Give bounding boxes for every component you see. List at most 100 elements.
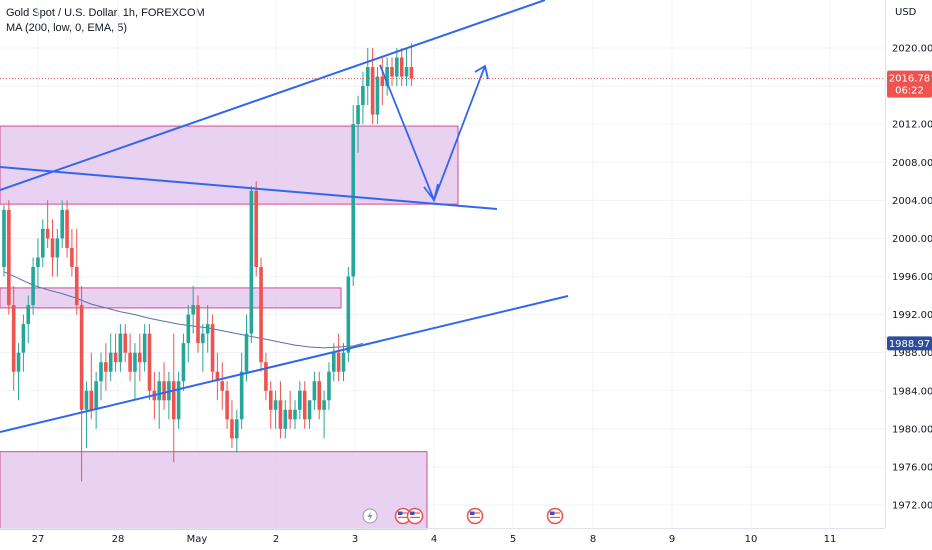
candle-up [186, 314, 191, 344]
candlesticks [2, 43, 414, 482]
grid-lines [0, 0, 885, 528]
candle-up [356, 105, 360, 125]
candle-down [50, 238, 55, 258]
candle-up [322, 400, 326, 410]
us-flag-event-icon[interactable] [394, 507, 412, 525]
time-tick-label: 3 [352, 534, 358, 545]
candle-down [45, 228, 50, 239]
candle-up [60, 209, 64, 239]
candle-down [225, 390, 229, 420]
candle-down [409, 67, 414, 79]
moving-average [3, 271, 364, 349]
candle-up [293, 409, 297, 420]
lightning-event-icon[interactable] [362, 508, 378, 524]
price-tick-label: 1996.00 [892, 272, 932, 283]
candle-down [380, 76, 385, 87]
candle-down [210, 324, 215, 372]
candle-up [157, 381, 161, 401]
candle-down [79, 305, 84, 410]
candle-down [254, 190, 258, 267]
candle-up [55, 238, 60, 258]
candle-down [162, 381, 166, 401]
candle-up [21, 324, 26, 353]
time-tick-label: 4 [431, 534, 437, 545]
candle-up [312, 381, 317, 401]
candle-up [249, 190, 254, 334]
candle-down [11, 305, 16, 372]
candle-up [273, 400, 278, 410]
indicator-label[interactable]: MA (200, low, 0, EMA, 5) [6, 22, 128, 34]
candle-down [259, 266, 263, 363]
ma-value-tag[interactable] [887, 336, 932, 351]
descending-trendline[interactable] [0, 166, 498, 210]
time-tick-label: 10 [745, 534, 758, 545]
candle-up [118, 333, 123, 363]
flag-canton [410, 511, 415, 515]
candle-up [244, 333, 249, 372]
candle-up [201, 333, 205, 344]
us-flag-event-icon[interactable] [466, 507, 484, 525]
time-tick-label: 2 [273, 534, 279, 545]
candle-up [108, 352, 113, 372]
us-flag-event-icon[interactable] [546, 507, 564, 525]
candle-down [288, 409, 292, 420]
candle-down [399, 57, 404, 77]
candle-down [264, 362, 268, 391]
candle-up [2, 209, 6, 267]
upper-channel-line[interactable] [0, 0, 546, 191]
candle-up [191, 305, 195, 315]
time-tick-label: 11 [824, 534, 837, 545]
candle-down [336, 352, 341, 372]
candle-down [138, 352, 142, 363]
candle-down [65, 209, 69, 248]
rising-support-line[interactable] [0, 295, 569, 433]
price-tick-label: 1980.00 [892, 424, 932, 435]
symbol-title[interactable]: Gold Spot / U.S. Dollar, 1h, FOREXCOM [6, 7, 205, 19]
candle-down [390, 67, 394, 77]
flag-canton [550, 511, 555, 515]
flag-canton [470, 511, 475, 515]
time-tick-label: 27 [32, 534, 45, 545]
candle-up [31, 266, 35, 306]
candle-up [94, 381, 98, 410]
price-axis[interactable]: USD2020.002016.002012.002008.002004.0020… [885, 0, 932, 550]
last-price-tag[interactable] [887, 70, 932, 98]
candle-up [332, 352, 336, 372]
candle-down [128, 352, 132, 372]
candle-down [113, 352, 118, 363]
candle-up [99, 362, 103, 382]
event-circle [466, 507, 484, 525]
price-tick-label: 1992.00 [892, 310, 932, 321]
price-tick-label: 1976.00 [892, 462, 932, 473]
bar-countdown: 06:22 [895, 86, 924, 97]
drawn-trendlines[interactable] [0, 0, 569, 433]
candle-up [327, 371, 331, 401]
chart-legend: Gold Spot / U.S. Dollar, 1h, FOREXCOM MA… [6, 6, 205, 36]
price-tick-label: 1984.00 [892, 386, 932, 397]
us-flag-event-icon[interactable] [406, 507, 424, 525]
mid-zone[interactable] [0, 287, 342, 309]
time-tick-label: 5 [510, 534, 516, 545]
price-tick-label: 2020.00 [892, 44, 932, 55]
candle-down [230, 419, 234, 439]
candle-down [89, 390, 94, 410]
candle-down [196, 305, 200, 344]
time-tick-label: 28 [112, 534, 125, 545]
time-axis[interactable]: 27 28 May 2 3 4 5 8 9 10 11 [0, 528, 885, 546]
candle-down [7, 209, 11, 306]
candle-up [84, 390, 89, 410]
candle-up [351, 124, 355, 277]
candle-up [16, 352, 21, 372]
candle-down [215, 371, 220, 382]
candle-up [133, 352, 137, 372]
projection-arrow-head-down [423, 183, 439, 203]
price-tick-label: 1972.00 [892, 501, 932, 512]
last-price-value: 2016.78 [889, 74, 930, 85]
supply-zone[interactable] [0, 125, 459, 205]
candle-up [41, 228, 45, 258]
event-markers[interactable] [362, 507, 564, 525]
candle-up [404, 67, 409, 77]
price-tick-label: 2004.00 [892, 196, 932, 207]
ma-value: 1988.97 [889, 339, 930, 350]
